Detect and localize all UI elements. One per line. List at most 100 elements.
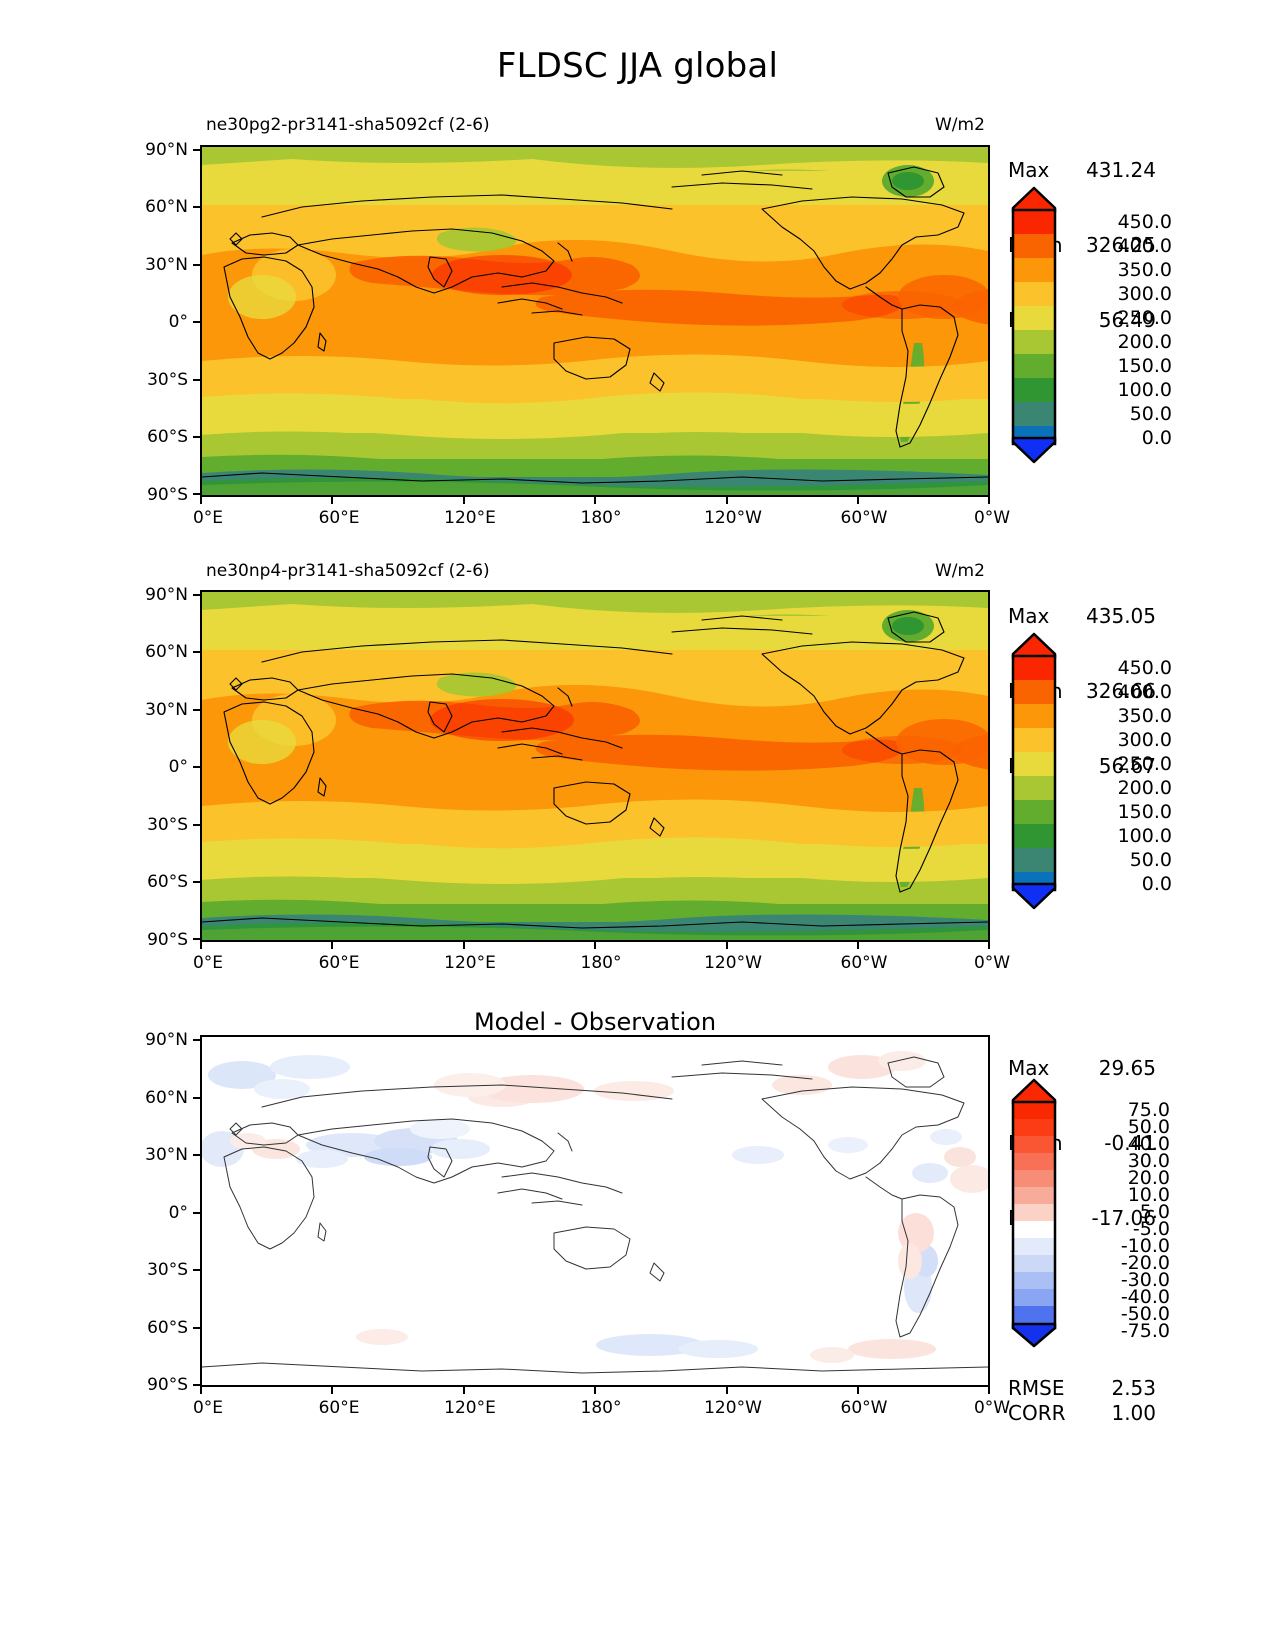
- stat-value: 56.67: [1098, 754, 1156, 778]
- colorbar-tick: 50.0: [1129, 403, 1172, 425]
- colorbar-tick: 50.0: [1129, 849, 1172, 871]
- colorbar-tick: -20.0: [1120, 1252, 1170, 1274]
- ytick-label: 30°N: [145, 1145, 188, 1165]
- colorbar-tick: 200.0: [1117, 777, 1172, 799]
- xtick-label: 0°E: [192, 953, 224, 973]
- ytick-label: 30°N: [145, 255, 188, 275]
- colorbar-labels: 450.0 400.0 350.0 300.0 250.0 200.0 150.…: [1062, 632, 1172, 910]
- ytick-label: 60°N: [145, 642, 188, 662]
- colorbar-tick: 450.0: [1117, 211, 1172, 233]
- colorbar-tick: 400.0: [1117, 235, 1172, 257]
- ytick-label: 90°S: [147, 485, 188, 505]
- ytick-label: 60°S: [147, 1318, 188, 1338]
- panel-model-b-units: W/m2: [935, 561, 985, 581]
- colorbar-tick: 0.0: [1141, 427, 1172, 449]
- colorbar-tick: -40.0: [1120, 1286, 1170, 1308]
- ytick-label: 60°S: [147, 872, 188, 892]
- colorbar-labels: 75.0 50.0 40.0 30.0 20.0 10.0 5.0 -5.0 -…: [1060, 1078, 1170, 1348]
- colorbar-tick: 300.0: [1117, 283, 1172, 305]
- colorbar-tick: -75.0: [1120, 1320, 1170, 1342]
- xtick-label: 60°E: [318, 953, 360, 973]
- colorbar-tick: 150.0: [1117, 355, 1172, 377]
- colorbar-gradient: [1011, 186, 1057, 464]
- panel-model-b-label: ne30np4-pr3141-sha5092cf (2-6): [206, 561, 490, 581]
- colorbar-tick: 5.0: [1139, 1201, 1170, 1223]
- xtick-label: 0°E: [192, 508, 224, 528]
- stat-value: -0.41: [1104, 1131, 1156, 1155]
- stat-value: 56.49: [1098, 308, 1156, 332]
- figure-title: FLDSC JJA global: [496, 46, 779, 86]
- ytick-label: 90°S: [147, 930, 188, 950]
- colorbar-tick: 250.0: [1117, 307, 1172, 329]
- stat-value: 29.65: [1098, 1056, 1156, 1080]
- skill-key: RMSE: [1008, 1376, 1065, 1400]
- panel-model-a-map: [200, 145, 990, 497]
- colorbar-tick: 100.0: [1117, 379, 1172, 401]
- panel-difference-title: Model - Observation: [473, 1008, 717, 1036]
- colorbar-tick: 30.0: [1127, 1150, 1170, 1172]
- stat-value: 435.05: [1086, 604, 1156, 628]
- colorbar-tick: 10.0: [1127, 1184, 1170, 1206]
- xtick-label: 0°W: [973, 508, 1011, 528]
- skill-value: 2.53: [1111, 1376, 1156, 1400]
- xtick-label: 0°E: [192, 1398, 224, 1418]
- xtick-label: 180°: [580, 1398, 622, 1418]
- panel-model-a-colorbar[interactable]: 450.0 400.0 350.0 300.0 250.0 200.0 150.…: [1010, 186, 1172, 464]
- panel-difference-map: [200, 1035, 990, 1387]
- stat-key: Max: [1008, 1056, 1050, 1080]
- stat-value: 326.66: [1086, 679, 1156, 703]
- colorbar-tick: 50.0: [1127, 1116, 1170, 1138]
- ytick-label: 0°: [168, 312, 188, 332]
- ytick-label: 90°N: [145, 585, 188, 605]
- xtick-label: 0°W: [973, 1398, 1011, 1418]
- panel-model-a-field: [202, 147, 988, 495]
- colorbar-tick: -5.0: [1132, 1218, 1170, 1240]
- ytick-label: 30°S: [147, 815, 188, 835]
- colorbar-tick: -10.0: [1120, 1235, 1170, 1257]
- panel-difference-colorbar[interactable]: 75.0 50.0 40.0 30.0 20.0 10.0 5.0 -5.0 -…: [1010, 1078, 1170, 1348]
- colorbar-gradient: [1011, 632, 1057, 910]
- xtick-label: 180°: [580, 508, 622, 528]
- colorbar-tick: 350.0: [1117, 259, 1172, 281]
- xtick-label: 60°E: [318, 1398, 360, 1418]
- panel-model-b-map: [200, 590, 990, 942]
- panel-difference-field: [202, 1037, 988, 1385]
- ytick-label: 90°N: [145, 140, 188, 160]
- colorbar-tick: 200.0: [1117, 331, 1172, 353]
- colorbar-tick: 150.0: [1117, 801, 1172, 823]
- colorbar-tick: 250.0: [1117, 753, 1172, 775]
- colorbar-tick: 20.0: [1127, 1167, 1170, 1189]
- panel-model-b-colorbar[interactable]: 450.0 400.0 350.0 300.0 250.0 200.0 150.…: [1010, 632, 1172, 910]
- ytick-label: 60°N: [145, 197, 188, 217]
- xtick-label: 60°E: [318, 508, 360, 528]
- ytick-label: 30°S: [147, 370, 188, 390]
- xtick-label: 120°E: [444, 508, 496, 528]
- colorbar-tick: 300.0: [1117, 729, 1172, 751]
- colorbar-tick: 40.0: [1127, 1133, 1170, 1155]
- xtick-label: 60°W: [840, 1398, 888, 1418]
- xtick-label: 120°W: [704, 508, 762, 528]
- colorbar-tick: 350.0: [1117, 705, 1172, 727]
- ytick-label: 0°: [168, 1203, 188, 1223]
- stat-key: Max: [1008, 158, 1050, 182]
- colorbar-tick: -50.0: [1120, 1303, 1170, 1325]
- xtick-label: 120°E: [444, 953, 496, 973]
- ytick-label: 0°: [168, 757, 188, 777]
- panel-difference-skill-scores: RMSE 2.53 CORR 1.00: [1008, 1376, 1156, 1426]
- ytick-label: 30°S: [147, 1260, 188, 1280]
- stat-value: -17.06: [1091, 1206, 1156, 1230]
- stat-key: Max: [1008, 604, 1050, 628]
- colorbar-tick: 100.0: [1117, 825, 1172, 847]
- ytick-label: 60°S: [147, 427, 188, 447]
- skill-key: CORR: [1008, 1401, 1066, 1425]
- colorbar-tick: 450.0: [1117, 657, 1172, 679]
- skill-value: 1.00: [1111, 1401, 1156, 1425]
- xtick-label: 0°W: [973, 953, 1011, 973]
- colorbar-tick: 75.0: [1127, 1099, 1170, 1121]
- xtick-label: 60°W: [840, 953, 888, 973]
- ytick-label: 30°N: [145, 700, 188, 720]
- xtick-label: 120°E: [444, 1398, 496, 1418]
- ytick-label: 90°N: [145, 1030, 188, 1050]
- colorbar-tick: 0.0: [1141, 873, 1172, 895]
